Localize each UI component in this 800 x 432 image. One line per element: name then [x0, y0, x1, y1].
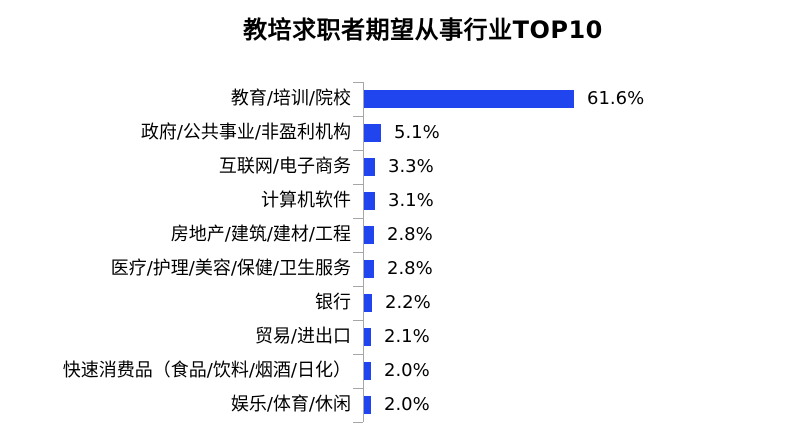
bar	[364, 192, 375, 210]
value-label: 2.2%	[385, 292, 431, 313]
axis-tick	[353, 320, 363, 321]
axis-tick	[353, 116, 363, 117]
category-label: 银行	[315, 292, 351, 313]
value-label: 61.6%	[587, 88, 645, 109]
chart-row: 银行 2.2%	[0, 286, 800, 320]
bar	[364, 124, 381, 142]
bar	[364, 328, 371, 346]
axis-tick	[353, 150, 363, 151]
value-label: 3.1%	[388, 190, 434, 211]
value-label: 5.1%	[394, 122, 440, 143]
category-label: 房地产/建筑/建材/工程	[170, 224, 351, 245]
bar	[364, 396, 371, 414]
chart-row: 教育/培训/院校 61.6%	[0, 82, 800, 116]
value-label: 2.0%	[384, 394, 430, 415]
chart-row: 政府/公共事业/非盈利机构 5.1%	[0, 116, 800, 150]
chart-title: 教培求职者期望从事行业TOP10	[243, 16, 603, 44]
category-label: 政府/公共事业/非盈利机构	[140, 122, 351, 143]
category-label: 计算机软件	[261, 190, 351, 211]
axis-tick	[353, 82, 363, 83]
plot-area: 教育/培训/院校 61.6% 政府/公共事业/非盈利机构 5.1% 互联网/电子…	[0, 82, 800, 423]
value-label: 2.1%	[384, 326, 430, 347]
bar	[364, 226, 374, 244]
axis-tick	[353, 388, 363, 389]
category-axis	[353, 82, 364, 423]
category-label: 快速消费品（食品/饮料/烟酒/日化）	[62, 360, 351, 381]
axis-tick	[353, 218, 363, 219]
axis-tick	[353, 286, 363, 287]
category-label: 互联网/电子商务	[218, 156, 351, 177]
bar	[364, 158, 375, 176]
chart-row: 房地产/建筑/建材/工程 2.8%	[0, 218, 800, 252]
value-label: 2.8%	[387, 258, 433, 279]
axis-tick	[353, 184, 363, 185]
value-label: 3.3%	[388, 156, 434, 177]
axis-tick	[353, 252, 363, 253]
bar	[364, 260, 374, 278]
chart-row: 计算机软件 3.1%	[0, 184, 800, 218]
chart-row: 贸易/进出口 2.1%	[0, 320, 800, 354]
value-label: 2.8%	[387, 224, 433, 245]
chart-row: 医疗/护理/美容/保健/卫生服务 2.8%	[0, 252, 800, 286]
bar	[364, 362, 371, 380]
chart-row: 快速消费品（食品/饮料/烟酒/日化） 2.0%	[0, 354, 800, 388]
axis-tick	[353, 354, 363, 355]
chart-row: 娱乐/体育/休闲 2.0%	[0, 388, 800, 422]
category-label: 教育/培训/院校	[230, 88, 351, 109]
bar	[364, 294, 372, 312]
bar	[364, 90, 574, 108]
axis-tick	[353, 422, 363, 423]
chart-row: 互联网/电子商务 3.3%	[0, 150, 800, 184]
category-label: 贸易/进出口	[254, 326, 351, 347]
value-label: 2.0%	[384, 360, 430, 381]
category-label: 娱乐/体育/休闲	[230, 394, 351, 415]
category-label: 医疗/护理/美容/保健/卫生服务	[110, 258, 351, 279]
